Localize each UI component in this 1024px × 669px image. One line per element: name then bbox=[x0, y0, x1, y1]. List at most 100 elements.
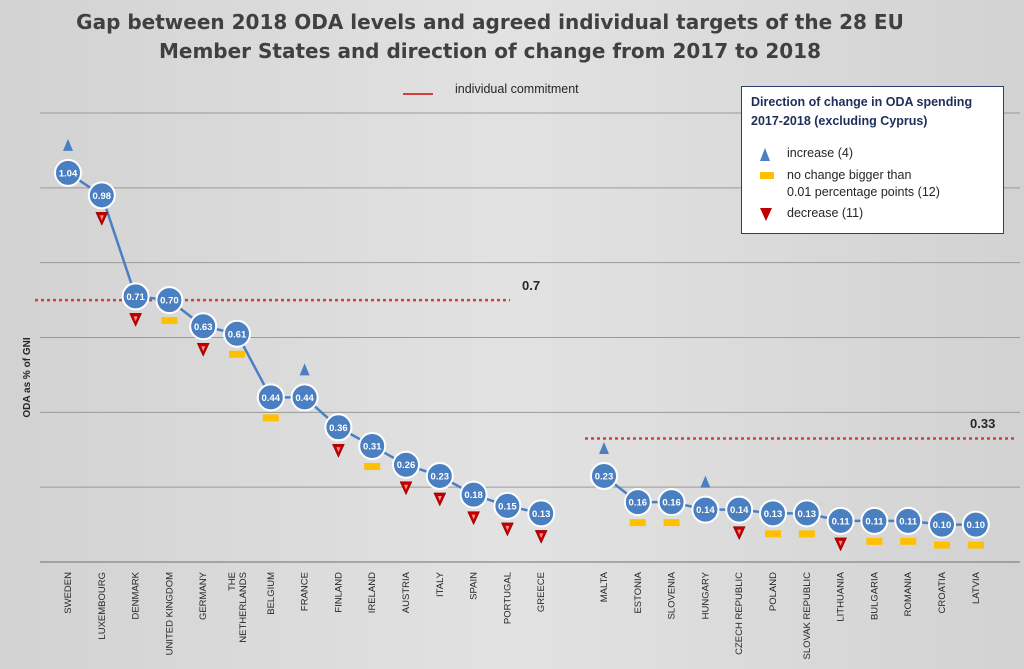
category-label: MALTA bbox=[599, 571, 610, 602]
decrease-marker-highlight bbox=[404, 484, 408, 490]
data-point bbox=[155, 286, 184, 315]
data-label: 0.14 bbox=[696, 505, 715, 516]
data-label: 0.63 bbox=[194, 322, 213, 333]
category-label: LITHUANIA bbox=[836, 571, 847, 621]
data-point bbox=[223, 319, 251, 348]
data-label: 0.15 bbox=[498, 501, 517, 512]
category-label: PORTUGAL bbox=[502, 572, 513, 624]
data-label: 0.13 bbox=[764, 509, 783, 520]
no-change-marker bbox=[934, 541, 950, 549]
data-label: 0.16 bbox=[662, 498, 681, 509]
data-point bbox=[623, 488, 652, 517]
data-label: 0.10 bbox=[967, 520, 986, 531]
data-label: 0.23 bbox=[431, 471, 450, 482]
y-axis-label: ODA as % of GNI bbox=[22, 337, 33, 417]
decrease-marker-highlight bbox=[737, 529, 742, 535]
category-label: SLOVAK REPUBLIC bbox=[802, 572, 813, 660]
data-label: 0.98 bbox=[93, 191, 112, 202]
decrease-marker-highlight bbox=[201, 346, 206, 352]
no-change-marker bbox=[866, 537, 883, 545]
data-label: 0.16 bbox=[629, 498, 648, 509]
no-change-marker bbox=[364, 463, 381, 471]
data-point bbox=[725, 495, 754, 524]
data-label: 1.04 bbox=[59, 168, 78, 179]
no-change-marker bbox=[229, 350, 245, 358]
data-point bbox=[590, 461, 618, 490]
category-label: LATVIA bbox=[971, 571, 982, 604]
data-point bbox=[826, 506, 855, 535]
category-label: SWEDEN bbox=[63, 572, 74, 614]
data-point bbox=[459, 480, 488, 509]
legend-no-change-label-1: no change bigger than bbox=[787, 168, 912, 182]
category-label: FINLAND bbox=[333, 572, 344, 613]
commitment-legend-label: individual commitment bbox=[455, 82, 579, 96]
data-label: 0.44 bbox=[295, 393, 314, 404]
data-point bbox=[54, 158, 82, 187]
data-label: 0.11 bbox=[865, 516, 884, 527]
data-point bbox=[961, 510, 990, 539]
category-label: BELGIUM bbox=[266, 572, 277, 615]
data-point bbox=[358, 432, 387, 461]
data-label: 0.11 bbox=[899, 516, 918, 527]
data-point bbox=[392, 450, 420, 479]
legend-decrease-label: decrease (11) bbox=[787, 206, 864, 220]
category-label: FRANCE bbox=[300, 572, 311, 611]
commitment-legend-swatch bbox=[403, 93, 433, 95]
category-label: ITALY bbox=[435, 571, 446, 597]
data-point bbox=[290, 383, 319, 412]
no-change-marker bbox=[629, 519, 646, 527]
decrease-marker-highlight bbox=[505, 525, 510, 531]
data-point bbox=[860, 506, 889, 535]
decrease-marker-highlight bbox=[437, 495, 442, 501]
direction-legend-title: Direction of change in ODA spending 2017… bbox=[751, 95, 973, 128]
increase-triangle-icon bbox=[760, 148, 770, 161]
legend-no-change-label-2: 0.01 percentage points (12) bbox=[787, 185, 940, 199]
no-change-marker bbox=[161, 317, 178, 325]
data-point bbox=[256, 383, 285, 412]
no-change-marker bbox=[900, 537, 917, 545]
category-label: IRELAND bbox=[367, 572, 378, 613]
data-point bbox=[792, 499, 821, 528]
data-label: 0.13 bbox=[798, 509, 817, 520]
category-label: CZECH REPUBLIC bbox=[734, 572, 745, 655]
legend-increase-label: increase (4) bbox=[787, 146, 853, 160]
data-label: 0.70 bbox=[160, 296, 179, 307]
decrease-marker-highlight bbox=[471, 514, 476, 520]
data-label: 0.71 bbox=[126, 292, 145, 303]
data-label: 0.13 bbox=[532, 509, 551, 520]
category-label: UNITED KINGDOM bbox=[164, 572, 175, 655]
category-label: POLAND bbox=[768, 572, 779, 611]
data-label: 0.23 bbox=[595, 471, 614, 482]
decrease-marker-highlight bbox=[336, 447, 341, 453]
data-label: 0.31 bbox=[363, 442, 382, 453]
data-label: 0.44 bbox=[262, 393, 281, 404]
data-label: 0.61 bbox=[228, 329, 247, 340]
data-label: 0.10 bbox=[933, 520, 952, 531]
decrease-marker-highlight bbox=[539, 533, 544, 539]
category-label: DENMARK bbox=[131, 571, 142, 619]
series-line bbox=[67, 171, 542, 515]
increase-marker bbox=[63, 138, 73, 151]
direction-legend: Direction of change in ODA spending 2017… bbox=[741, 86, 1004, 234]
data-point bbox=[691, 495, 720, 524]
data-point bbox=[894, 506, 923, 535]
no-change-marker bbox=[262, 414, 279, 422]
category-label: GERMANY bbox=[198, 571, 209, 620]
data-label: 0.26 bbox=[397, 460, 416, 471]
category-label: THENETHERLANDS bbox=[227, 572, 249, 643]
category-label: CROATIA bbox=[937, 571, 948, 613]
no-change-marker bbox=[765, 530, 781, 538]
category-label: GREECE bbox=[536, 572, 547, 612]
increase-marker bbox=[599, 441, 609, 454]
category-label: AUSTRIA bbox=[401, 571, 412, 613]
category-label: SLOVENIA bbox=[667, 571, 678, 619]
no-change-marker bbox=[967, 541, 984, 549]
increase-marker bbox=[299, 363, 310, 376]
category-label: ROMANIA bbox=[903, 571, 914, 616]
category-label: SPAIN bbox=[469, 572, 480, 600]
category-label: LUXEMBOURG bbox=[97, 572, 108, 640]
decrease-marker-highlight bbox=[838, 540, 843, 546]
data-label: 0.14 bbox=[730, 505, 749, 516]
